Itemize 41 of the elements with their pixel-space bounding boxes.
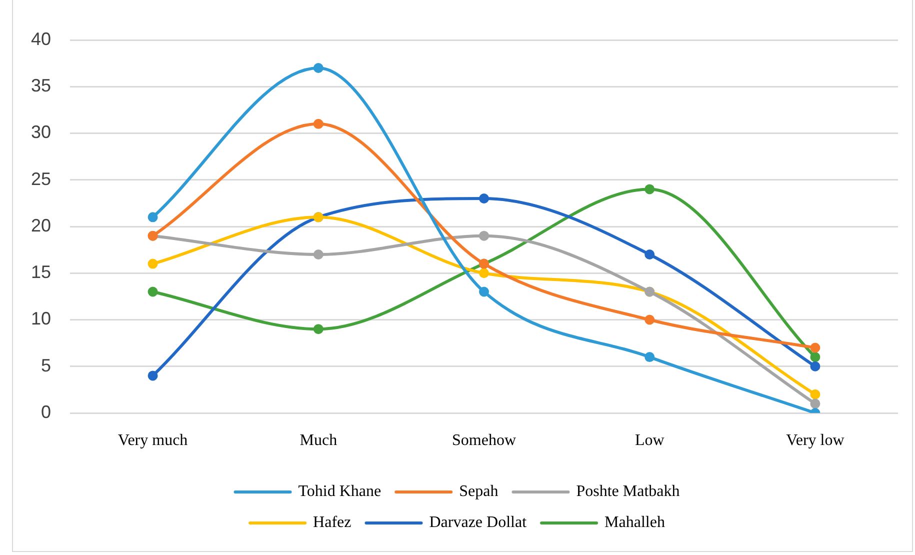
y-tick-label: 15 xyxy=(30,262,51,282)
point xyxy=(313,118,324,129)
point xyxy=(810,352,820,362)
y-tick-label: 20 xyxy=(30,215,51,236)
point xyxy=(313,249,324,260)
point xyxy=(148,258,158,269)
y-tick-label: 0 xyxy=(40,402,51,422)
point xyxy=(644,184,655,194)
legend-label: Sepah xyxy=(459,483,498,500)
point xyxy=(148,370,158,381)
point xyxy=(479,230,489,241)
point xyxy=(644,249,655,260)
y-tick-label: 10 xyxy=(30,308,51,329)
point xyxy=(479,286,489,297)
x-tick-label: Low xyxy=(634,432,665,449)
point xyxy=(810,398,820,409)
point xyxy=(810,389,820,400)
y-tick-label: 25 xyxy=(30,168,51,189)
point xyxy=(479,194,489,204)
point xyxy=(148,286,158,297)
legend-label: Poshte Matbakh xyxy=(576,483,680,500)
x-tick-label: Very much xyxy=(118,432,188,449)
point xyxy=(479,268,489,278)
y-tick-label: 35 xyxy=(30,76,51,96)
point xyxy=(313,62,324,73)
legend-label: Mahalleh xyxy=(604,514,665,532)
x-tick-label: Somehow xyxy=(452,432,516,449)
x-tick-label: Very low xyxy=(786,432,845,449)
legend-label: Hafez xyxy=(313,514,352,532)
legend-label: Darvaze Dollat xyxy=(429,514,528,532)
point xyxy=(644,352,655,362)
y-tick-label: 5 xyxy=(40,355,51,376)
point xyxy=(810,361,820,372)
legend-label: Tohid Khane xyxy=(298,483,382,500)
point xyxy=(810,342,820,353)
point xyxy=(313,324,324,334)
y-tick-label: 40 xyxy=(30,28,51,49)
x-tick-label: Much xyxy=(300,432,338,449)
point xyxy=(644,314,655,325)
y-tick-label: 30 xyxy=(30,122,51,142)
point xyxy=(148,212,158,222)
